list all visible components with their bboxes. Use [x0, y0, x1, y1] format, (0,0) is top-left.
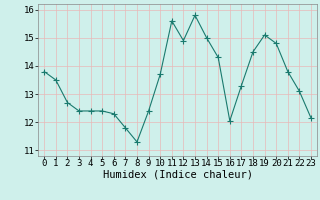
X-axis label: Humidex (Indice chaleur): Humidex (Indice chaleur) [103, 169, 252, 179]
